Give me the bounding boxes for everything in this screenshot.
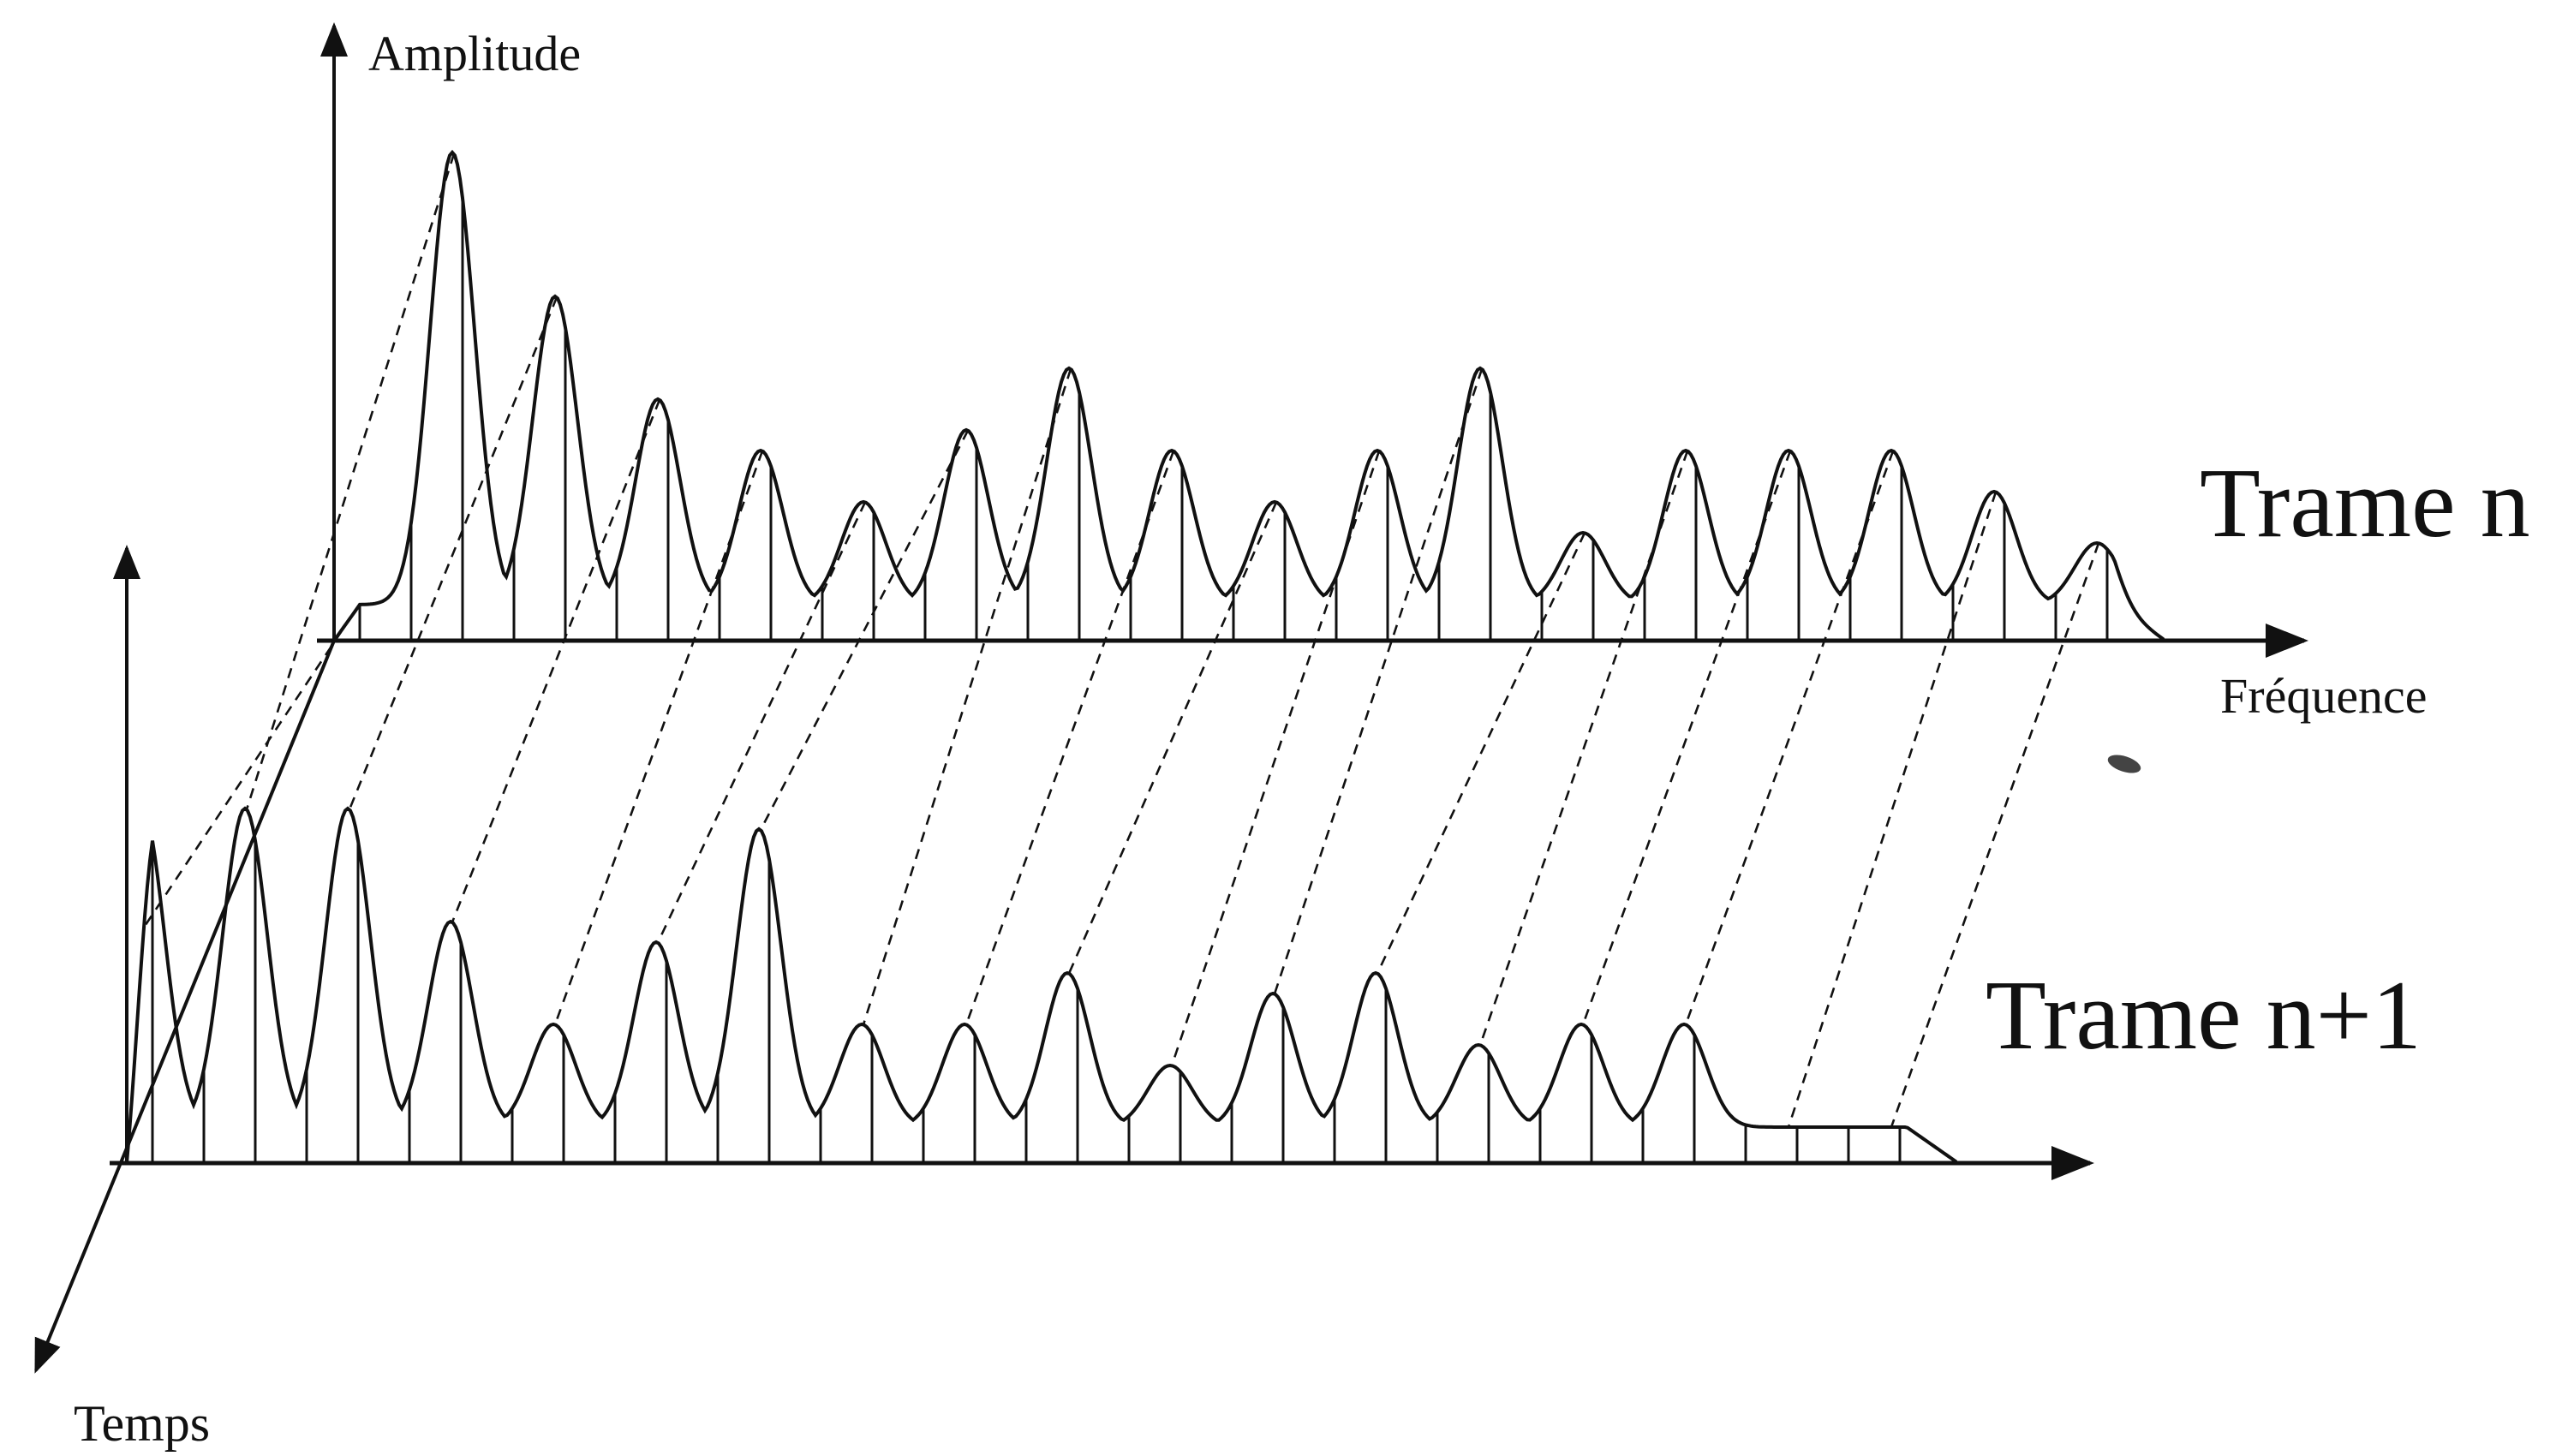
frame-n-spectrum [332,149,2165,642]
frame-n1-spectrum [125,806,1958,1164]
frame-n-label: Trame n [2200,449,2530,558]
time-axis [34,640,336,1374]
tracking-dash-line [1273,368,1484,994]
axes [34,22,2308,1374]
tracking-dash-line [1581,451,1792,1025]
tracking-dash-line [553,451,764,1025]
harmonic-tracking-dashes [142,153,2100,1128]
tracking-dash-line [862,368,1072,1025]
tracking-dash-line [451,399,661,923]
frame-n1-envelope [125,806,1958,1164]
tracking-dash-line [656,501,867,944]
frame-n-envelope [332,149,2165,642]
tracking-dash-line [1376,532,1586,975]
tracking-dash-line [1787,491,1998,1128]
amplitude-axis-label: Amplitude [368,26,582,81]
tracking-dash-line [142,616,353,928]
tracking-dash-line [1890,542,2100,1128]
tracking-dash-line [1684,451,1895,1025]
tracking-dash-line [759,430,970,831]
tracking-dash-line [245,153,456,810]
tracking-dash-line [964,451,1175,1025]
tracking-dash-line [1478,451,1689,1046]
frequence-axis-label: Fréquence [2220,668,2428,724]
ink-smudge [2107,755,2141,773]
tracking-dash-line [1067,501,1278,975]
frame-n1-label: Trame n+1 [1986,961,2422,1071]
tracking-dash-line [348,296,558,810]
temps-axis-label: Temps [74,1395,211,1452]
